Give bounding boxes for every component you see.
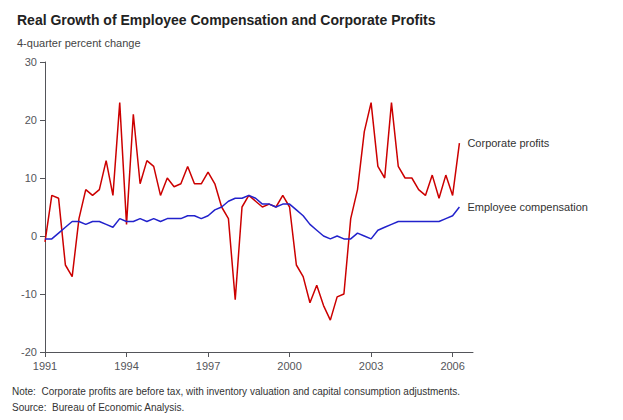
svg-text:Corporate profits: Corporate profits [467, 137, 549, 149]
svg-text:1997: 1997 [196, 360, 220, 372]
svg-text:4-quarter percent change: 4-quarter percent change [17, 37, 141, 49]
svg-text:Source: Bureau of Economic An: Source: Bureau of Economic Analysis. [12, 402, 184, 413]
svg-text:0: 0 [31, 230, 37, 242]
svg-text:10: 10 [25, 172, 37, 184]
svg-text:2000: 2000 [277, 360, 301, 372]
svg-text:Real Growth of Employee Compen: Real Growth of Employee Compensation and… [17, 12, 436, 28]
svg-text:2006: 2006 [440, 360, 464, 372]
svg-text:2003: 2003 [359, 360, 383, 372]
svg-text:-10: -10 [21, 288, 37, 300]
svg-text:30: 30 [25, 56, 37, 68]
svg-text:Employee compensation: Employee compensation [467, 201, 587, 213]
svg-text:1991: 1991 [33, 360, 57, 372]
svg-text:-20: -20 [21, 346, 37, 358]
svg-text:Note: Corporate profits are b: Note: Corporate profits are before tax, … [12, 386, 460, 397]
svg-text:1994: 1994 [114, 360, 138, 372]
svg-text:20: 20 [25, 114, 37, 126]
